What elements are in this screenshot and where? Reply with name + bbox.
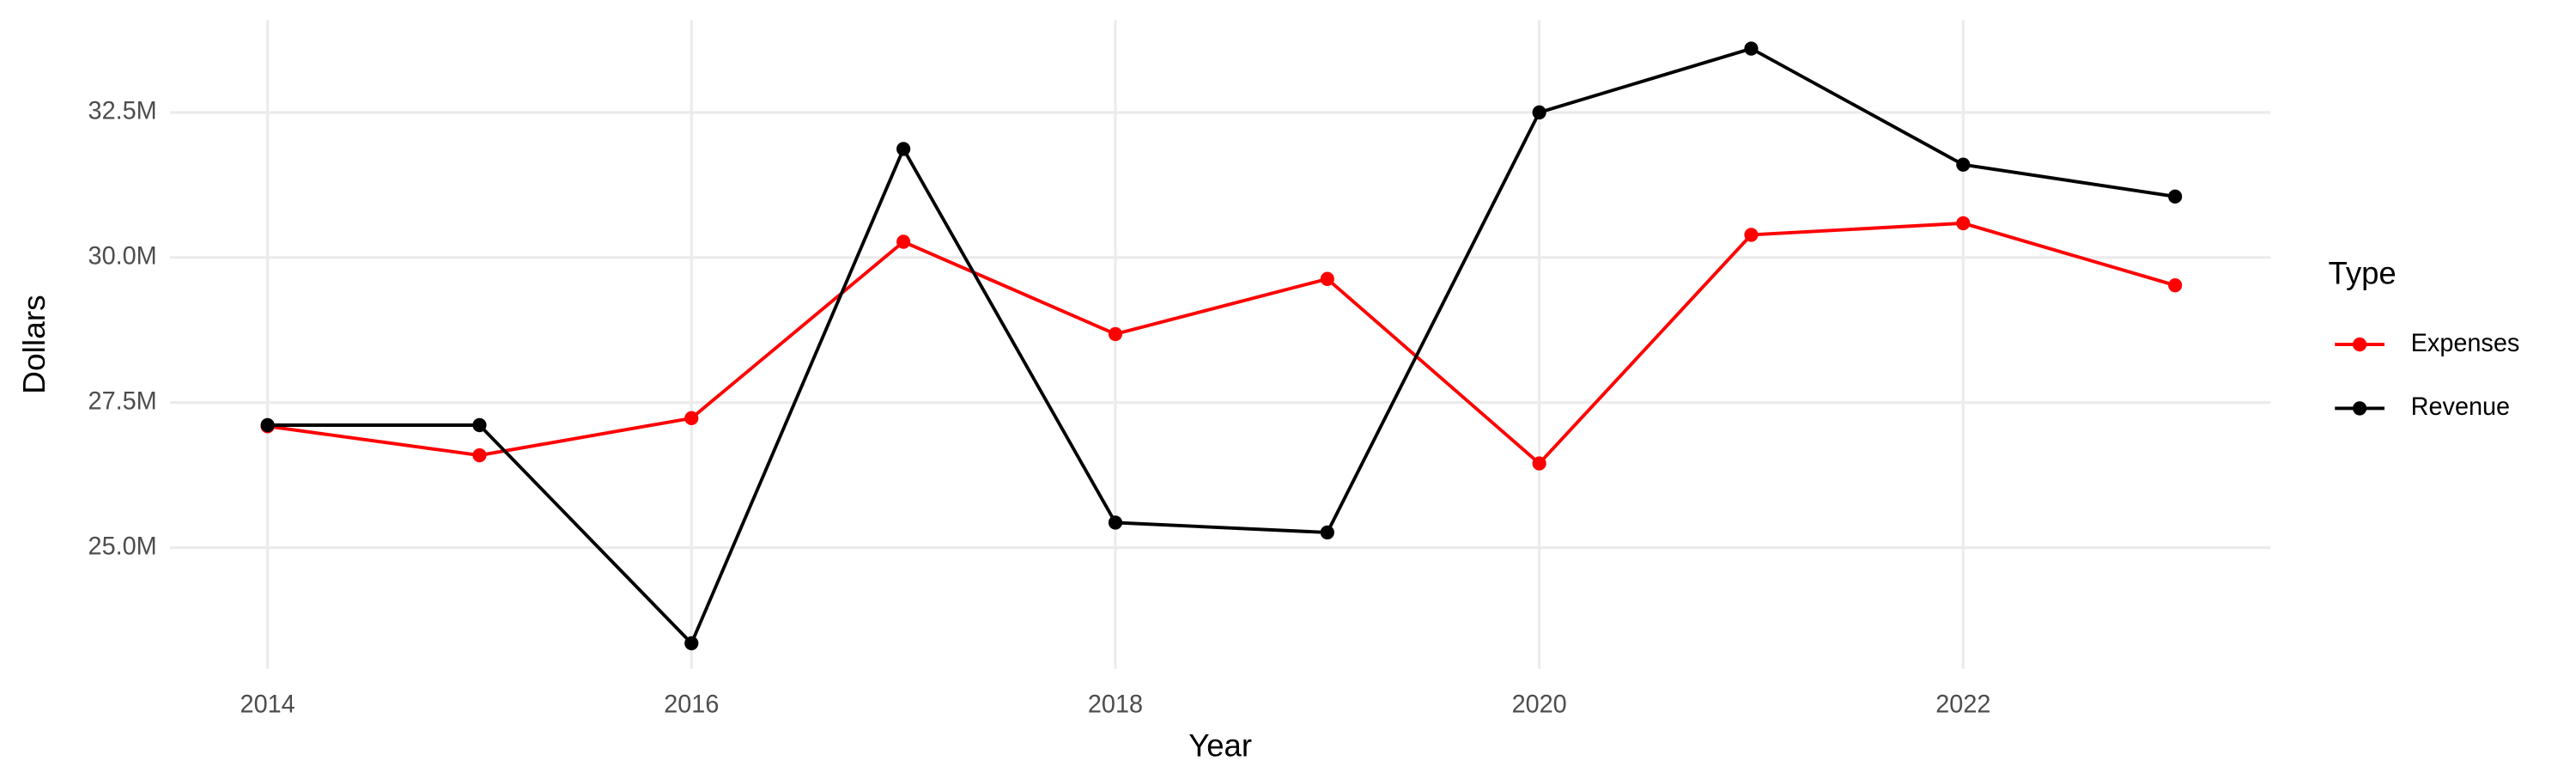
- legend-key-point: [2353, 337, 2367, 352]
- data-point: [684, 636, 699, 651]
- data-point: [1320, 525, 1334, 540]
- y-axis-title: Dollars: [16, 295, 52, 394]
- y-tick-label: 30.0M: [88, 242, 157, 270]
- legend-key-point: [2353, 401, 2367, 416]
- legend-label: Revenue: [2411, 393, 2510, 421]
- x-tick-label: 2018: [1088, 691, 1143, 718]
- data-point: [1108, 515, 1123, 530]
- y-tick-label: 27.5M: [88, 387, 157, 415]
- data-point: [2168, 277, 2183, 293]
- data-point: [472, 417, 487, 433]
- data-point: [896, 234, 911, 249]
- data-point: [2168, 189, 2183, 204]
- data-point: [896, 142, 911, 156]
- data-point: [1108, 326, 1123, 342]
- data-point: [684, 411, 699, 426]
- data-point: [260, 417, 275, 433]
- legend-label: Expenses: [2411, 330, 2520, 357]
- data-point: [1532, 105, 1546, 120]
- series-line: [267, 221, 2176, 466]
- legend-title: Type: [2329, 255, 2397, 290]
- x-tick-label: 2020: [1512, 691, 1567, 718]
- x-tick-label: 2022: [1935, 691, 1990, 718]
- x-tick-label: 2016: [664, 691, 719, 718]
- series-line: [267, 46, 2176, 647]
- y-tick-label: 32.5M: [88, 97, 157, 125]
- data-point: [1956, 157, 1971, 172]
- x-tick-label: 2014: [240, 691, 295, 718]
- data-point: [1532, 456, 1546, 471]
- x-axis-title: Year: [1188, 727, 1252, 763]
- data-point: [1744, 41, 1759, 56]
- y-tick-label: 25.0M: [88, 533, 157, 560]
- data-point: [1744, 228, 1759, 242]
- data-point: [1320, 271, 1334, 286]
- data-point: [1956, 216, 1971, 231]
- data-point: [472, 447, 487, 463]
